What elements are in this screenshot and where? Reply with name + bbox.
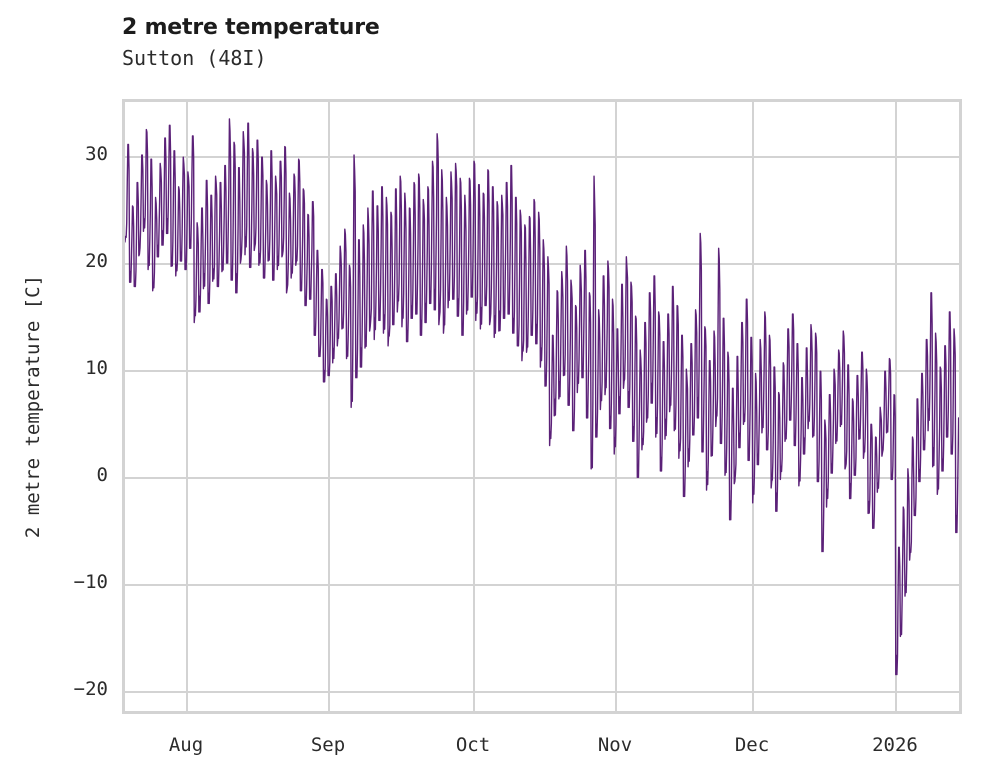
gridline-y-30 (125, 156, 959, 158)
gridline-x-2026 (895, 102, 897, 711)
gridline-y-10 (125, 370, 959, 372)
x-tick-sep: Sep (310, 734, 346, 756)
gridline-y-neg10 (125, 584, 959, 586)
x-tick-nov: Nov (597, 734, 633, 756)
x-tick-2026: 2026 (872, 734, 918, 756)
temperature-line (125, 118, 959, 676)
plot-area (122, 99, 962, 714)
gridline-x-sep (328, 102, 330, 711)
gridline-x-oct (473, 102, 475, 711)
x-tick-aug: Aug (168, 734, 204, 756)
y-tick-neg10: −10 (73, 571, 108, 593)
gridline-y-0 (125, 477, 959, 479)
y-tick-10: 10 (85, 357, 108, 379)
y-tick-labels: 30 20 10 0 −10 −20 (0, 0, 108, 782)
page-title: 2 metre temperature (122, 15, 380, 40)
y-tick-30: 30 (85, 143, 108, 165)
y-tick-neg20: −20 (73, 678, 108, 700)
gridline-x-aug (186, 102, 188, 711)
y-tick-20: 20 (85, 250, 108, 272)
y-tick-0: 0 (96, 464, 108, 486)
temperature-series (125, 118, 959, 676)
x-tick-oct: Oct (455, 734, 491, 756)
x-tick-dec: Dec (734, 734, 770, 756)
gridline-y-20 (125, 263, 959, 265)
chart-subtitle: Sutton (48I) (122, 46, 267, 70)
title-block: 2 metre temperature Sutton (48I) (122, 14, 822, 71)
gridline-y-neg20 (125, 691, 959, 693)
